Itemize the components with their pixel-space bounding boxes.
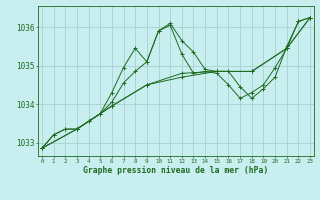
- X-axis label: Graphe pression niveau de la mer (hPa): Graphe pression niveau de la mer (hPa): [84, 166, 268, 175]
